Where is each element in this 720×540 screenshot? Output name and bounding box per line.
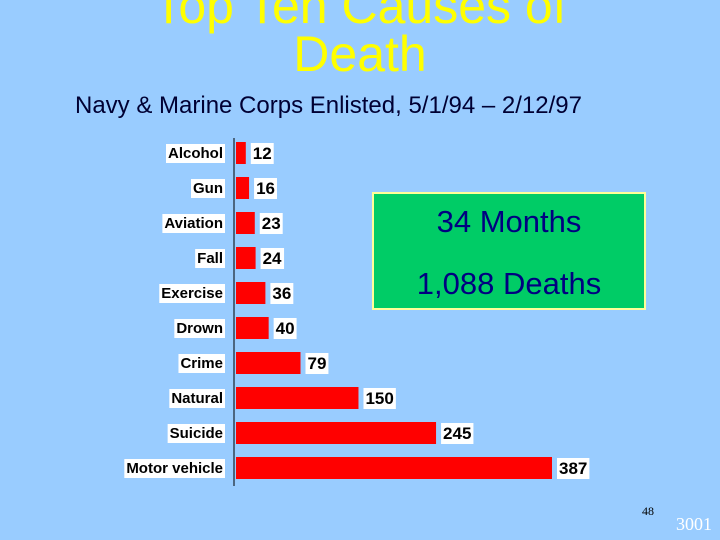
category-label-crime: Crime: [180, 355, 223, 372]
category-label-box-alcohol: [166, 144, 225, 163]
category-label-natural: Natural: [171, 390, 223, 407]
value-label-drown: 40: [276, 319, 295, 338]
summary-deaths: 1,088 Deaths: [416, 266, 602, 301]
bar-alcohol: [236, 142, 246, 164]
category-label-aviation: Aviation: [164, 215, 223, 232]
value-label-natural: 150: [365, 389, 393, 408]
value-label-box-alcohol: [250, 143, 274, 164]
bar-crime: [236, 352, 301, 374]
value-label-box-drown: [273, 318, 297, 339]
category-label-box-crime: [178, 354, 225, 373]
category-label-box-gun: [191, 179, 225, 198]
summary-box: 34 Months 1,088 Deaths: [372, 192, 646, 310]
chart-subtitle: Navy & Marine Corps Enlisted, 5/1/94 – 2…: [75, 92, 582, 119]
category-label-alcohol: Alcohol: [168, 145, 223, 162]
value-label-gun: 16: [256, 179, 275, 198]
bar-gun: [236, 177, 250, 199]
value-label-motor-vehicle: 387: [559, 459, 587, 478]
value-label-suicide: 245: [443, 424, 471, 443]
value-label-box-crime: [305, 353, 329, 374]
category-label-gun: Gun: [193, 180, 223, 197]
category-label-box-drown: [174, 319, 225, 338]
value-label-aviation: 23: [262, 214, 281, 233]
value-label-box-aviation: [259, 213, 283, 234]
category-label-box-aviation: [162, 214, 225, 233]
category-label-box-fall: [195, 249, 225, 268]
value-label-box-exercise: [270, 283, 294, 304]
page-number: 48: [642, 504, 654, 518]
category-label-suicide: Suicide: [170, 425, 223, 442]
slide-code: 3001: [676, 514, 712, 534]
bar-drown: [236, 317, 269, 339]
bar-motor-vehicle: [236, 457, 552, 479]
bar-suicide: [236, 422, 437, 444]
category-label-motor-vehicle: Motor vehicle: [126, 460, 223, 477]
value-label-box-motor-vehicle: [557, 458, 590, 479]
category-label-exercise: Exercise: [161, 285, 223, 302]
bar-fall: [236, 247, 256, 269]
summary-months: 34 Months: [436, 204, 582, 239]
category-label-fall: Fall: [197, 250, 223, 267]
value-label-box-suicide: [441, 423, 474, 444]
bar-exercise: [236, 282, 266, 304]
bars-group: Alcohol 12 Gun 16 Aviation 23 Fall 24 Exercise 36…: [124, 142, 590, 479]
chart-title-line-2: Death: [293, 26, 427, 82]
value-label-box-natural: [363, 388, 396, 409]
value-label-fall: 24: [263, 249, 282, 268]
chart-title-line-1: Top Ten Causes of: [153, 0, 567, 34]
value-label-crime: 79: [308, 354, 327, 373]
bar-aviation: [236, 212, 255, 234]
value-label-box-fall: [260, 248, 285, 269]
value-label-alcohol: 12: [253, 144, 272, 163]
value-label-exercise: 36: [272, 284, 291, 303]
bar-natural: [236, 387, 359, 409]
category-label-box-exercise: [159, 284, 225, 303]
category-label-box-suicide: [167, 424, 225, 443]
category-label-box-natural: [169, 389, 225, 408]
category-label-drown: Drown: [176, 320, 223, 337]
value-label-box-gun: [254, 178, 277, 199]
category-label-box-motor-vehicle: [124, 459, 225, 478]
